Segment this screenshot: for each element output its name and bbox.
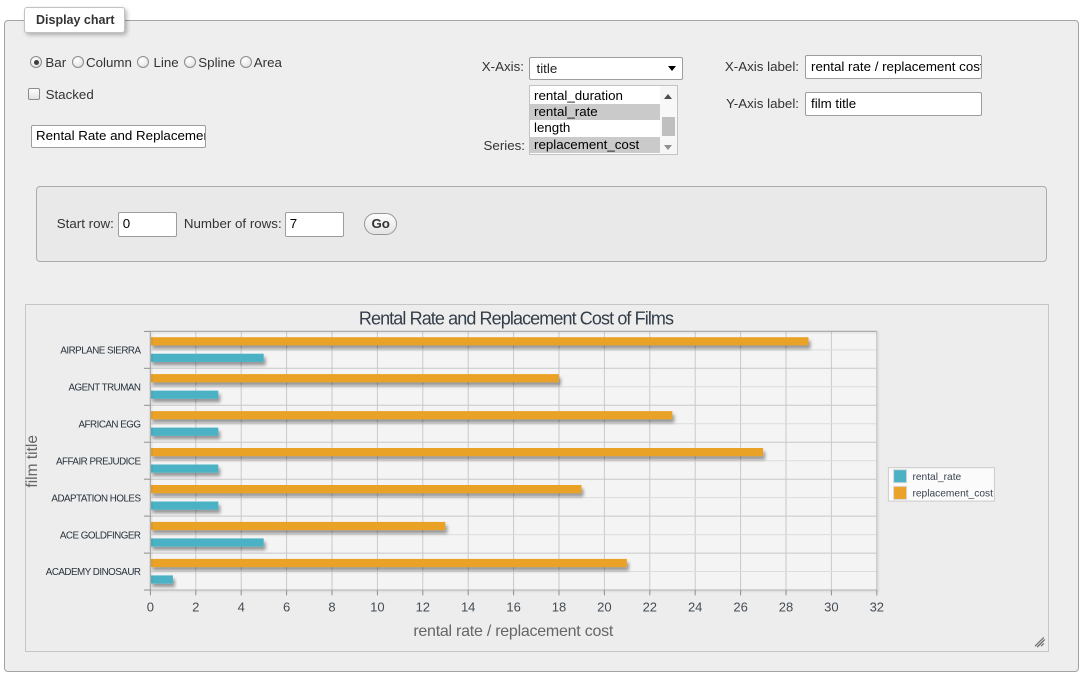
svg-text:ACADEMY DINOSAUR: ACADEMY DINOSAUR (46, 567, 141, 578)
svg-text:AIRPLANE SIERRA: AIRPLANE SIERRA (60, 346, 141, 357)
svg-text:4: 4 (238, 599, 245, 614)
svg-text:rental_rate: rental_rate (913, 472, 962, 483)
svg-text:0: 0 (147, 599, 154, 614)
svg-text:30: 30 (824, 599, 838, 614)
svg-text:film title: film title (24, 435, 41, 488)
svg-text:rental rate / replacement cost: rental rate / replacement cost (413, 623, 614, 640)
svg-text:24: 24 (688, 599, 702, 614)
svg-text:2: 2 (192, 599, 199, 614)
svg-text:ACE GOLDFINGER: ACE GOLDFINGER (60, 530, 141, 541)
svg-text:8: 8 (328, 599, 335, 614)
svg-text:32: 32 (870, 599, 884, 614)
svg-text:replacement_cost: replacement_cost (913, 489, 994, 500)
svg-text:12: 12 (416, 599, 430, 614)
svg-text:10: 10 (370, 599, 384, 614)
svg-text:ADAPTATION HOLES: ADAPTATION HOLES (51, 493, 141, 504)
svg-text:AGENT TRUMAN: AGENT TRUMAN (68, 383, 140, 394)
svg-text:6: 6 (283, 599, 290, 614)
svg-text:26: 26 (733, 599, 747, 614)
svg-text:Rental Rate and Replacement Co: Rental Rate and Replacement Cost of Film… (359, 309, 674, 329)
svg-text:AFFAIR PREJUDICE: AFFAIR PREJUDICE (56, 456, 142, 467)
svg-text:28: 28 (779, 599, 793, 614)
svg-text:20: 20 (597, 599, 611, 614)
svg-text:18: 18 (552, 599, 566, 614)
svg-text:AFRICAN EGG: AFRICAN EGG (79, 420, 141, 431)
svg-text:22: 22 (643, 599, 657, 614)
svg-text:16: 16 (506, 599, 520, 614)
svg-text:14: 14 (461, 599, 475, 614)
